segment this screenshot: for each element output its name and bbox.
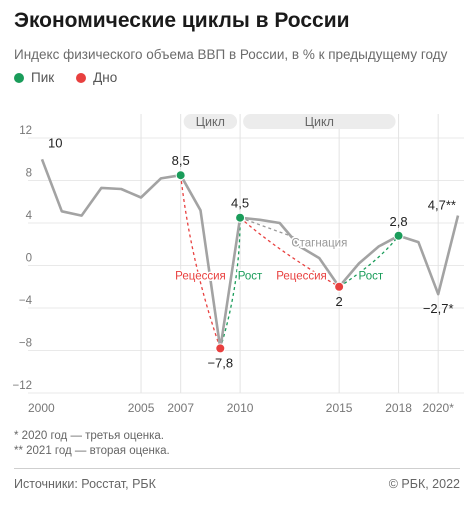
y-tick-label: 8	[26, 168, 32, 180]
data-value-label: 10	[48, 135, 62, 150]
cycle-band	[243, 114, 396, 129]
chart-subtitle: Индекс физического объема ВВП в России, …	[14, 47, 448, 62]
y-tick-label: 12	[19, 125, 32, 137]
peak-point	[235, 212, 246, 223]
phase-label-growth: Рост	[238, 270, 263, 282]
phase-label-recession: Рецессия	[276, 270, 327, 282]
peak-value-label: 8,5	[172, 153, 190, 168]
cycle-label: Цикл	[305, 115, 334, 129]
trough-point	[334, 281, 345, 292]
data-value-label: 4,7**	[428, 198, 456, 213]
legend-peak: Пик	[14, 70, 54, 85]
footnote-2020: * 2020 год — третья оценка.	[14, 430, 164, 442]
y-tick-label: −12	[12, 380, 32, 392]
legend-peak-label: Пик	[31, 70, 55, 85]
legend: Пик Дно	[14, 70, 139, 85]
x-tick-label: 2000	[28, 401, 55, 415]
x-tick-label: 2015	[326, 401, 353, 415]
phase-label-growth: Рост	[359, 270, 384, 282]
x-tick-label: 2007	[167, 401, 194, 415]
peak-value-label: 2,8	[390, 214, 408, 229]
footer-divider	[14, 468, 460, 469]
y-tick-label: 0	[26, 253, 32, 265]
data-value-label: −2,7*	[423, 301, 454, 316]
x-tick-label: 2005	[128, 401, 155, 415]
peak-point	[393, 230, 404, 241]
phase-label-stagnation: Стагнация	[291, 237, 347, 249]
x-tick-label: 2010	[227, 401, 254, 415]
x-tick-label: 2018	[385, 401, 412, 415]
phase-dashed-link	[239, 217, 320, 247]
legend-trough: Дно	[76, 70, 117, 85]
phase-dashed-link	[180, 175, 221, 349]
x-tick-label: 2020*	[423, 401, 455, 415]
phase-dashed-link	[239, 217, 340, 288]
gdp-series-line	[40, 158, 460, 350]
peak-dot-icon	[14, 72, 24, 83]
copyright-text: © РБК, 2022	[388, 477, 460, 491]
cycle-label: Цикл	[196, 115, 225, 129]
y-tick-label: 4	[26, 210, 33, 222]
y-tick-label: −4	[19, 295, 33, 307]
trough-point	[215, 343, 226, 354]
trough-value-label: −7,8	[207, 355, 233, 370]
legend-trough-label: Дно	[93, 70, 118, 85]
y-tick-label: −8	[19, 338, 32, 350]
phase-label-recession: Рецессия	[175, 270, 226, 282]
cycle-band	[183, 114, 238, 129]
page-title: Экономические циклы в России	[14, 9, 350, 32]
footnote-2021: ** 2021 год — вторая оценка.	[14, 445, 170, 457]
source-text: Источники: Росстат, РБК	[14, 477, 156, 491]
peak-point	[175, 170, 186, 181]
trough-value-label: 2	[336, 294, 343, 309]
phase-dashed-link	[219, 217, 241, 349]
phase-dashed-link	[338, 235, 400, 288]
gdp-line-chart: 12 8 4 0 −4 −8 −12 Цикл Цикл Рецессия Рост Стагнаци…	[12, 114, 464, 415]
trough-dot-icon	[76, 72, 87, 83]
peak-value-label: 4,5	[231, 196, 249, 211]
